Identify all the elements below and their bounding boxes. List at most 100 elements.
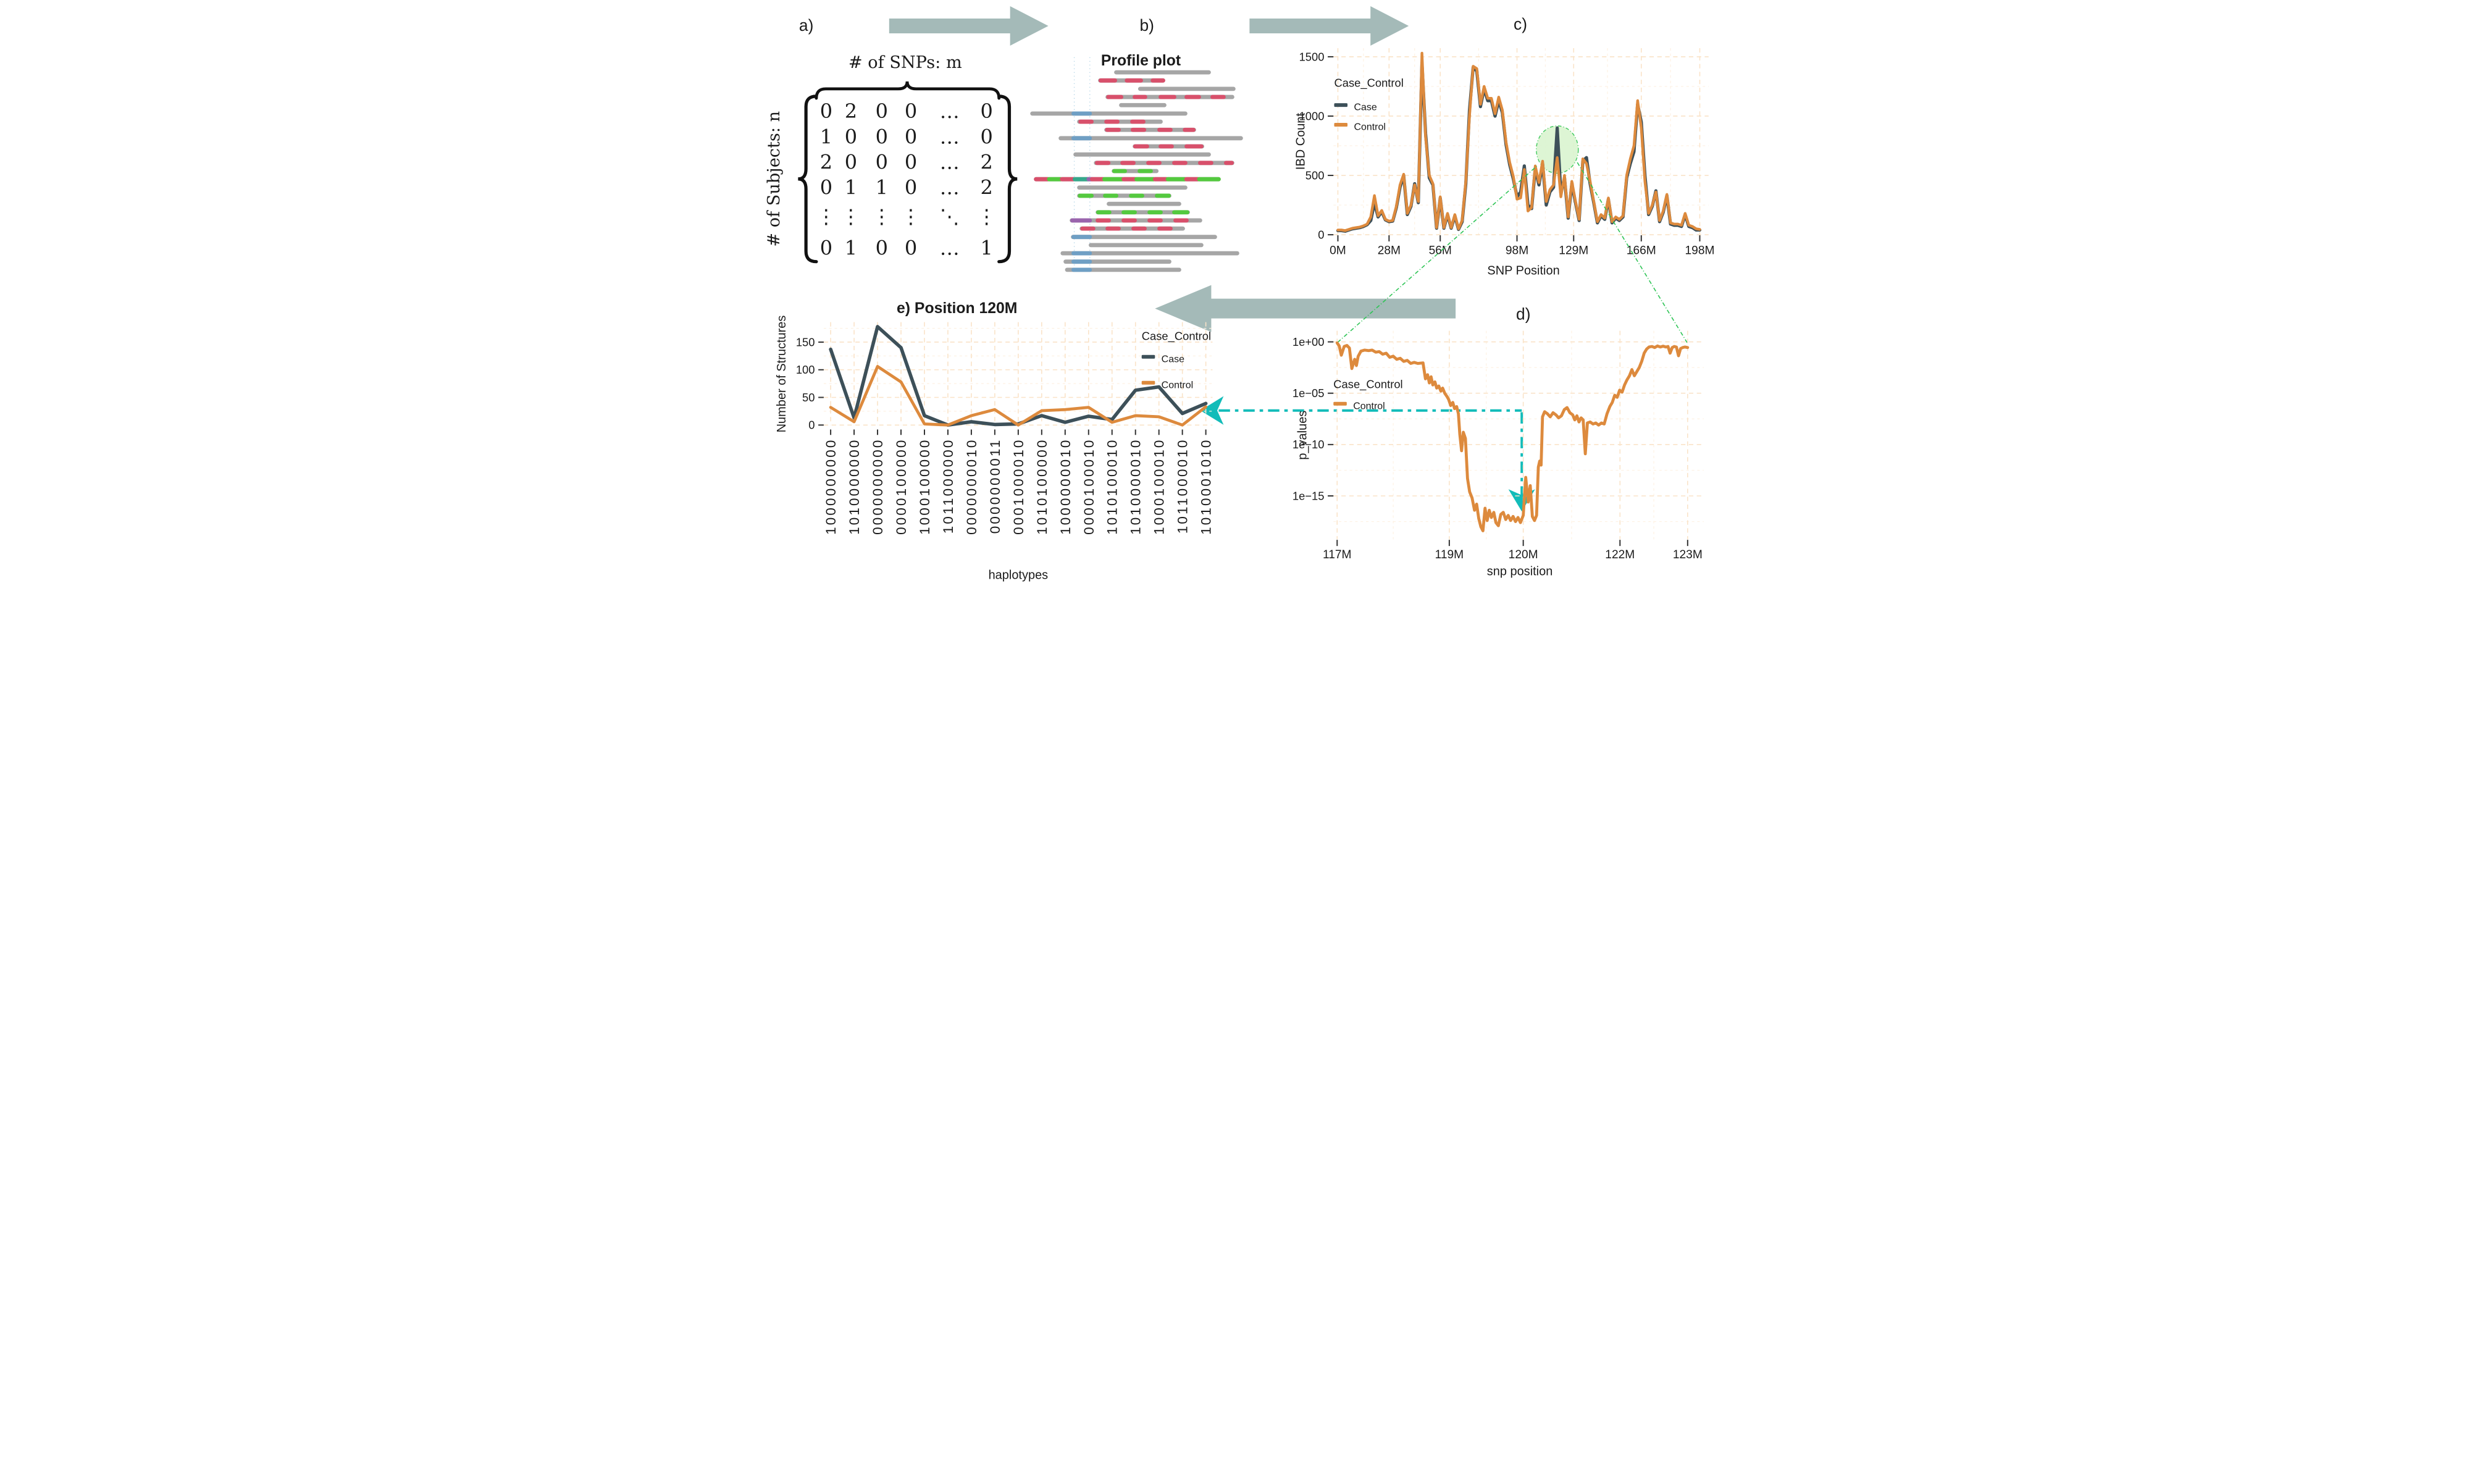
- legend-swatch-case: [1333, 103, 1347, 107]
- matrix-cell: 0: [904, 236, 916, 259]
- arrow-d-to-e-icon: [1154, 285, 1456, 332]
- panel-c-letter: c): [1514, 15, 1527, 33]
- panel-d-xlabel: snp position: [1486, 564, 1552, 578]
- legend-swatch-control: [1333, 123, 1347, 127]
- matrix-cell: 2: [819, 150, 832, 174]
- panel-e-title: e) Position 120M: [897, 300, 1017, 317]
- matrix-cell: 0: [980, 99, 992, 123]
- panel-e-gridlines: [823, 322, 1212, 426]
- figure-canvas: a) # of SNPs: m # of Subjects: n 0 2 0 0… 01…: [742, 0, 1730, 593]
- matrix-cell: 2: [844, 99, 857, 123]
- haplotype-label: 0000000000: [870, 438, 886, 534]
- legend-swatch-control: [1333, 401, 1347, 406]
- panel-c-ibd-chart: c) 0 500 1000 1500 0M 28M 56M 98M 129M 166M 198M I…: [1294, 15, 1714, 277]
- matrix-cell: 0: [875, 125, 887, 149]
- series-line-control: [1335, 341, 1689, 532]
- zoom-connector-right: [1576, 162, 1688, 343]
- panel-d-letter: d): [1516, 305, 1530, 324]
- matrix-column-header: # of SNPs: m: [848, 53, 962, 72]
- matrix-cell: …: [939, 150, 959, 174]
- matrix-cell: …: [939, 125, 959, 149]
- panel-d-legend: Case_Control Control: [1333, 377, 1402, 411]
- y-tick-label: 500: [1305, 169, 1324, 182]
- matrix-cell: 0: [904, 99, 916, 123]
- panel-e-legend: Case_Control Case Control: [1141, 329, 1211, 390]
- matrix-cell: …: [939, 99, 959, 123]
- matrix-cell: 0: [844, 150, 857, 174]
- arrow-b-to-c-icon: [1249, 6, 1409, 46]
- workflow-arrows: [889, 6, 1456, 332]
- series-line-control: [1336, 51, 1701, 232]
- haplotype-label: 1010100000: [1034, 438, 1049, 534]
- y-tick-label: 50: [802, 391, 815, 404]
- y-tick-label: 100: [795, 363, 815, 376]
- x-tick-label: 122M: [1605, 548, 1635, 561]
- matrix-left-brace: [797, 94, 818, 264]
- haplotype-label: 1010100010: [1104, 438, 1120, 534]
- matrix-cell: 0: [875, 236, 887, 259]
- matrix-cells: 0 2 0 0… 01 0 0 0… 02 0 0 0… 20 1 1 0… 2⋮ ⋮ ⋮ ⋮ ⋱ ⋮0 1 0 0… 1: [816, 99, 996, 259]
- matrix-cell: ⋮: [901, 205, 921, 228]
- matrix-cell: 0: [844, 125, 857, 149]
- matrix-cell: ⋮: [871, 205, 891, 228]
- x-tick-label: 56M: [1428, 245, 1451, 258]
- matrix-cell: 2: [980, 150, 992, 174]
- legend-label-case: Case: [1354, 103, 1376, 113]
- matrix-cell: ⋮: [840, 205, 860, 228]
- x-tick-label: 117M: [1323, 548, 1352, 561]
- haplotype-label: 1000000010: [1057, 438, 1073, 534]
- y-tick-label: 1000: [1299, 109, 1324, 122]
- matrix-cell: 0: [819, 236, 832, 259]
- legend-label-control: Control: [1353, 401, 1385, 411]
- y-tick-label: 1e−15: [1292, 489, 1324, 502]
- matrix-cell: 1: [844, 176, 857, 199]
- matrix-cell: 0: [904, 150, 916, 174]
- y-tick-label: 1e+00: [1292, 335, 1324, 348]
- panel-e-xlabel: haplotypes: [988, 568, 1048, 582]
- matrix-cell: 0: [819, 99, 832, 123]
- panel-e-haplotype-chart: e) Position 120M 0 50 100 150 1000000000 1010…: [774, 300, 1213, 582]
- legend-label-case: Case: [1161, 354, 1184, 364]
- matrix-cell: 0: [819, 176, 832, 199]
- matrix-cell: …: [939, 236, 959, 259]
- matrix-cell: 1: [875, 176, 887, 199]
- haplotype-label: 1010000000: [847, 438, 862, 534]
- haplotype-label: 1000000000: [823, 438, 839, 534]
- y-tick-label: 150: [795, 335, 815, 348]
- legend-label-control: Control: [1354, 122, 1385, 133]
- matrix-cell: 0: [875, 99, 887, 123]
- profile-plot-title: Profile plot: [1100, 52, 1180, 69]
- legend-label-control: Control: [1161, 380, 1192, 390]
- series-line-control: [829, 364, 1207, 427]
- panel-e-ylabel: Number of Structures: [774, 316, 788, 433]
- y-tick-label: 1e−05: [1292, 387, 1324, 400]
- panel-c-axes: 0 500 1000 1500 0M 28M 56M 98M 129M 166M 198M: [1299, 50, 1714, 257]
- haplotype-label: 0000000010: [963, 438, 979, 534]
- haplotype-label: 0000100010: [1081, 438, 1096, 534]
- matrix-cell: …: [939, 176, 959, 199]
- x-tick-label: 98M: [1505, 245, 1528, 258]
- zoom-connector-left: [1337, 165, 1538, 343]
- haplotype-label: 1010000010: [1128, 438, 1143, 534]
- x-tick-label: 120M: [1508, 548, 1538, 561]
- matrix-overbrace: [815, 81, 1000, 100]
- arrow-a-to-b-icon: [889, 6, 1049, 46]
- matrix-cell: ⋮: [976, 205, 996, 228]
- panel-e-axes: 0 50 100 150 1000000000 1010000000 0000000000 0…: [795, 335, 1213, 535]
- figure-wrapper: a) # of SNPs: m # of Subjects: n 0 2 0 0… 0 1…: [742, 0, 1730, 593]
- matrix-right-brace: [997, 94, 1017, 264]
- connector-lines: [1200, 162, 1688, 512]
- panel-a-letter: a): [798, 16, 813, 35]
- panel-c-series: [1336, 51, 1701, 233]
- panel-d-gridlines: [1333, 330, 1704, 540]
- matrix-cell: 1: [980, 236, 992, 259]
- matrix-cell: 2: [980, 176, 992, 199]
- x-tick-label: 166M: [1626, 245, 1656, 258]
- y-tick-label: 1500: [1299, 50, 1324, 63]
- panel-c-legend: Case_Control Case Control: [1333, 77, 1403, 133]
- haplotype-label: 1011000000: [940, 438, 955, 534]
- panel-c-xlabel: SNP Position: [1487, 264, 1559, 277]
- panel-c-ylabel: IBD Count: [1294, 113, 1307, 170]
- y-tick-label: 1e−10: [1292, 438, 1324, 451]
